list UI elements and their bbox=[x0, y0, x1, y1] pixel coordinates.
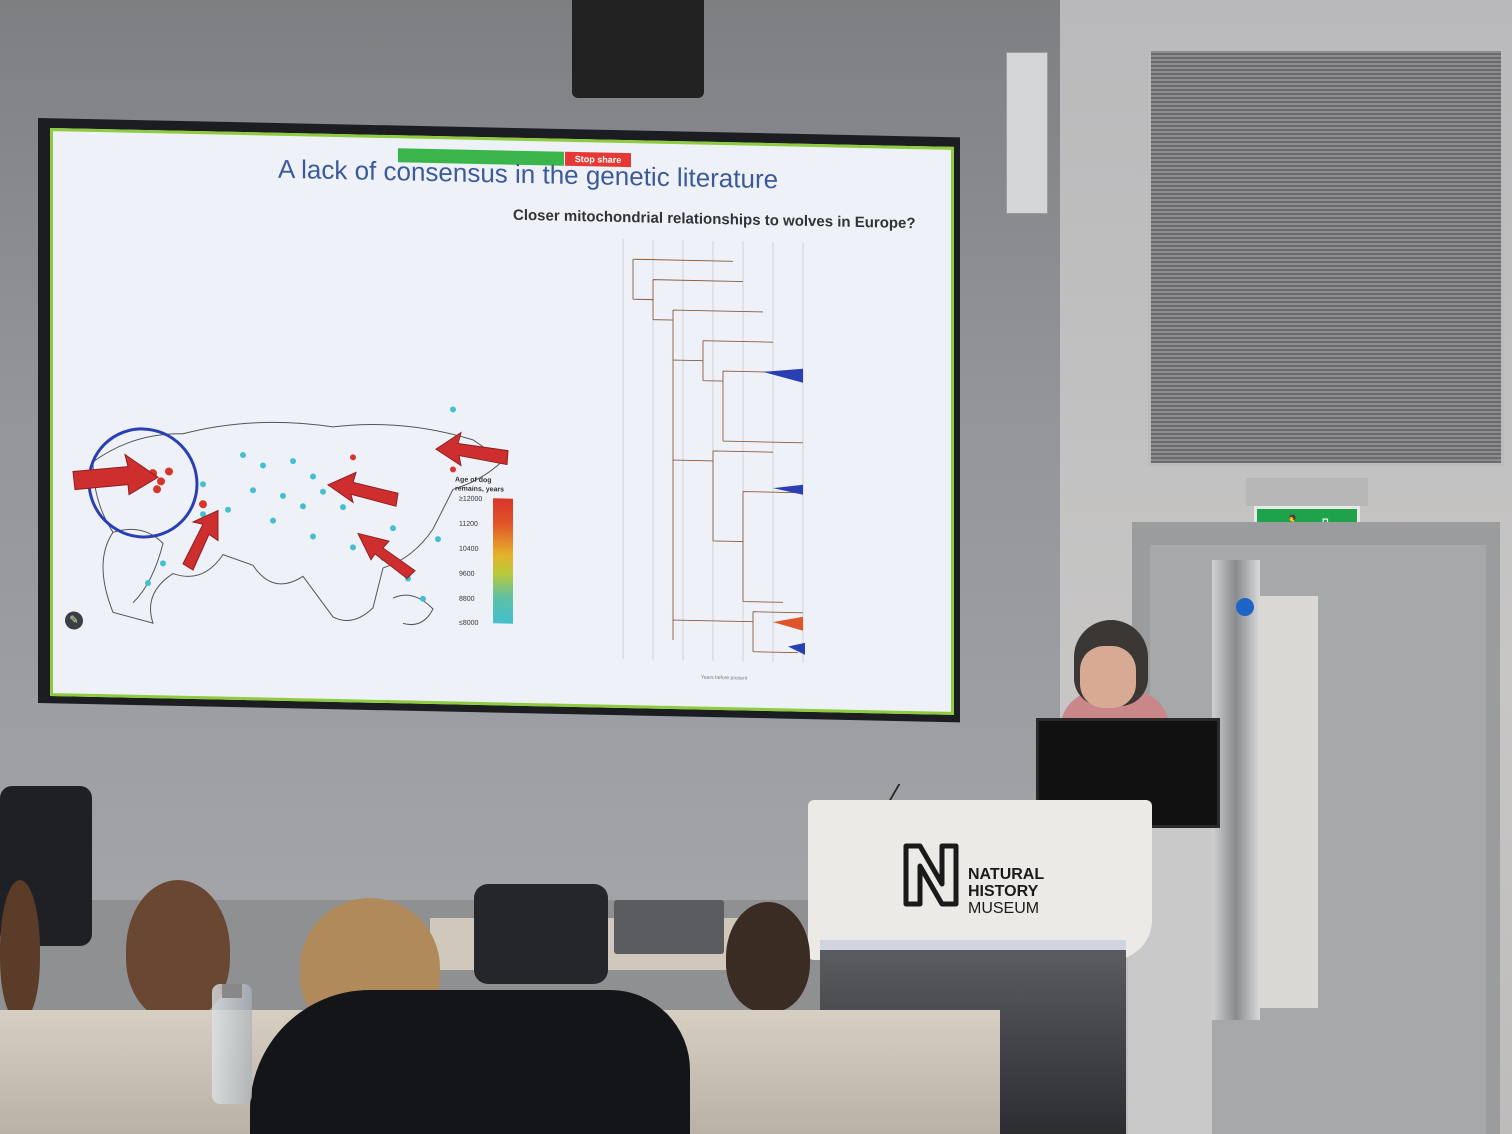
podium-light-strip bbox=[820, 940, 1126, 950]
phylogenetic-tree bbox=[622, 238, 805, 663]
legend-tick: 9600 bbox=[459, 570, 475, 578]
laptop bbox=[614, 900, 724, 954]
audience-head bbox=[0, 880, 40, 1020]
tree-axis-label: Years before present bbox=[701, 674, 748, 682]
projection-screen: Stop share A lack of consensus in the ge… bbox=[50, 128, 954, 715]
water-bottle bbox=[212, 984, 252, 1104]
slide-title: A lack of consensus in the genetic liter… bbox=[278, 153, 779, 195]
door-window bbox=[1256, 596, 1318, 1008]
black-jacket bbox=[250, 990, 690, 1134]
exit-sign-mount bbox=[1246, 478, 1368, 506]
red-arrows bbox=[72, 431, 509, 580]
nhm-logo-icon bbox=[903, 843, 959, 907]
fire-door-sign bbox=[1236, 598, 1254, 616]
ceiling-projector bbox=[572, 0, 704, 98]
audience-head bbox=[726, 902, 810, 1012]
water-bottle-cap bbox=[222, 984, 242, 998]
legend-color-scale bbox=[493, 498, 513, 624]
legend-tick: 8800 bbox=[459, 595, 475, 603]
legend-tick: ≥12000 bbox=[459, 495, 483, 504]
nhm-line: MUSEUM bbox=[968, 900, 1040, 917]
legend-tick: ≤8000 bbox=[459, 619, 479, 627]
podium bbox=[808, 800, 1152, 960]
legend-tick: 11200 bbox=[459, 520, 478, 528]
nhm-line: HISTORY bbox=[968, 883, 1039, 900]
presenter-face bbox=[1080, 646, 1136, 708]
audience-chair bbox=[474, 884, 608, 984]
wall-speaker bbox=[1006, 52, 1048, 214]
nhm-line: NATURAL bbox=[968, 866, 1045, 883]
pencil-icon[interactable]: ✎ bbox=[65, 611, 83, 630]
world-map-dog-remains bbox=[72, 406, 509, 626]
legend-title: Age of dog remains, years bbox=[455, 476, 505, 494]
slide-subtitle: Closer mitochondrial relationships to wo… bbox=[513, 206, 916, 233]
nhm-wordmark: NATURAL HISTORY MUSEUM bbox=[968, 866, 1044, 917]
legend-tick: 10400 bbox=[459, 545, 479, 553]
door-push-plate bbox=[1212, 560, 1260, 1020]
wall-vent-grille bbox=[1148, 48, 1504, 466]
